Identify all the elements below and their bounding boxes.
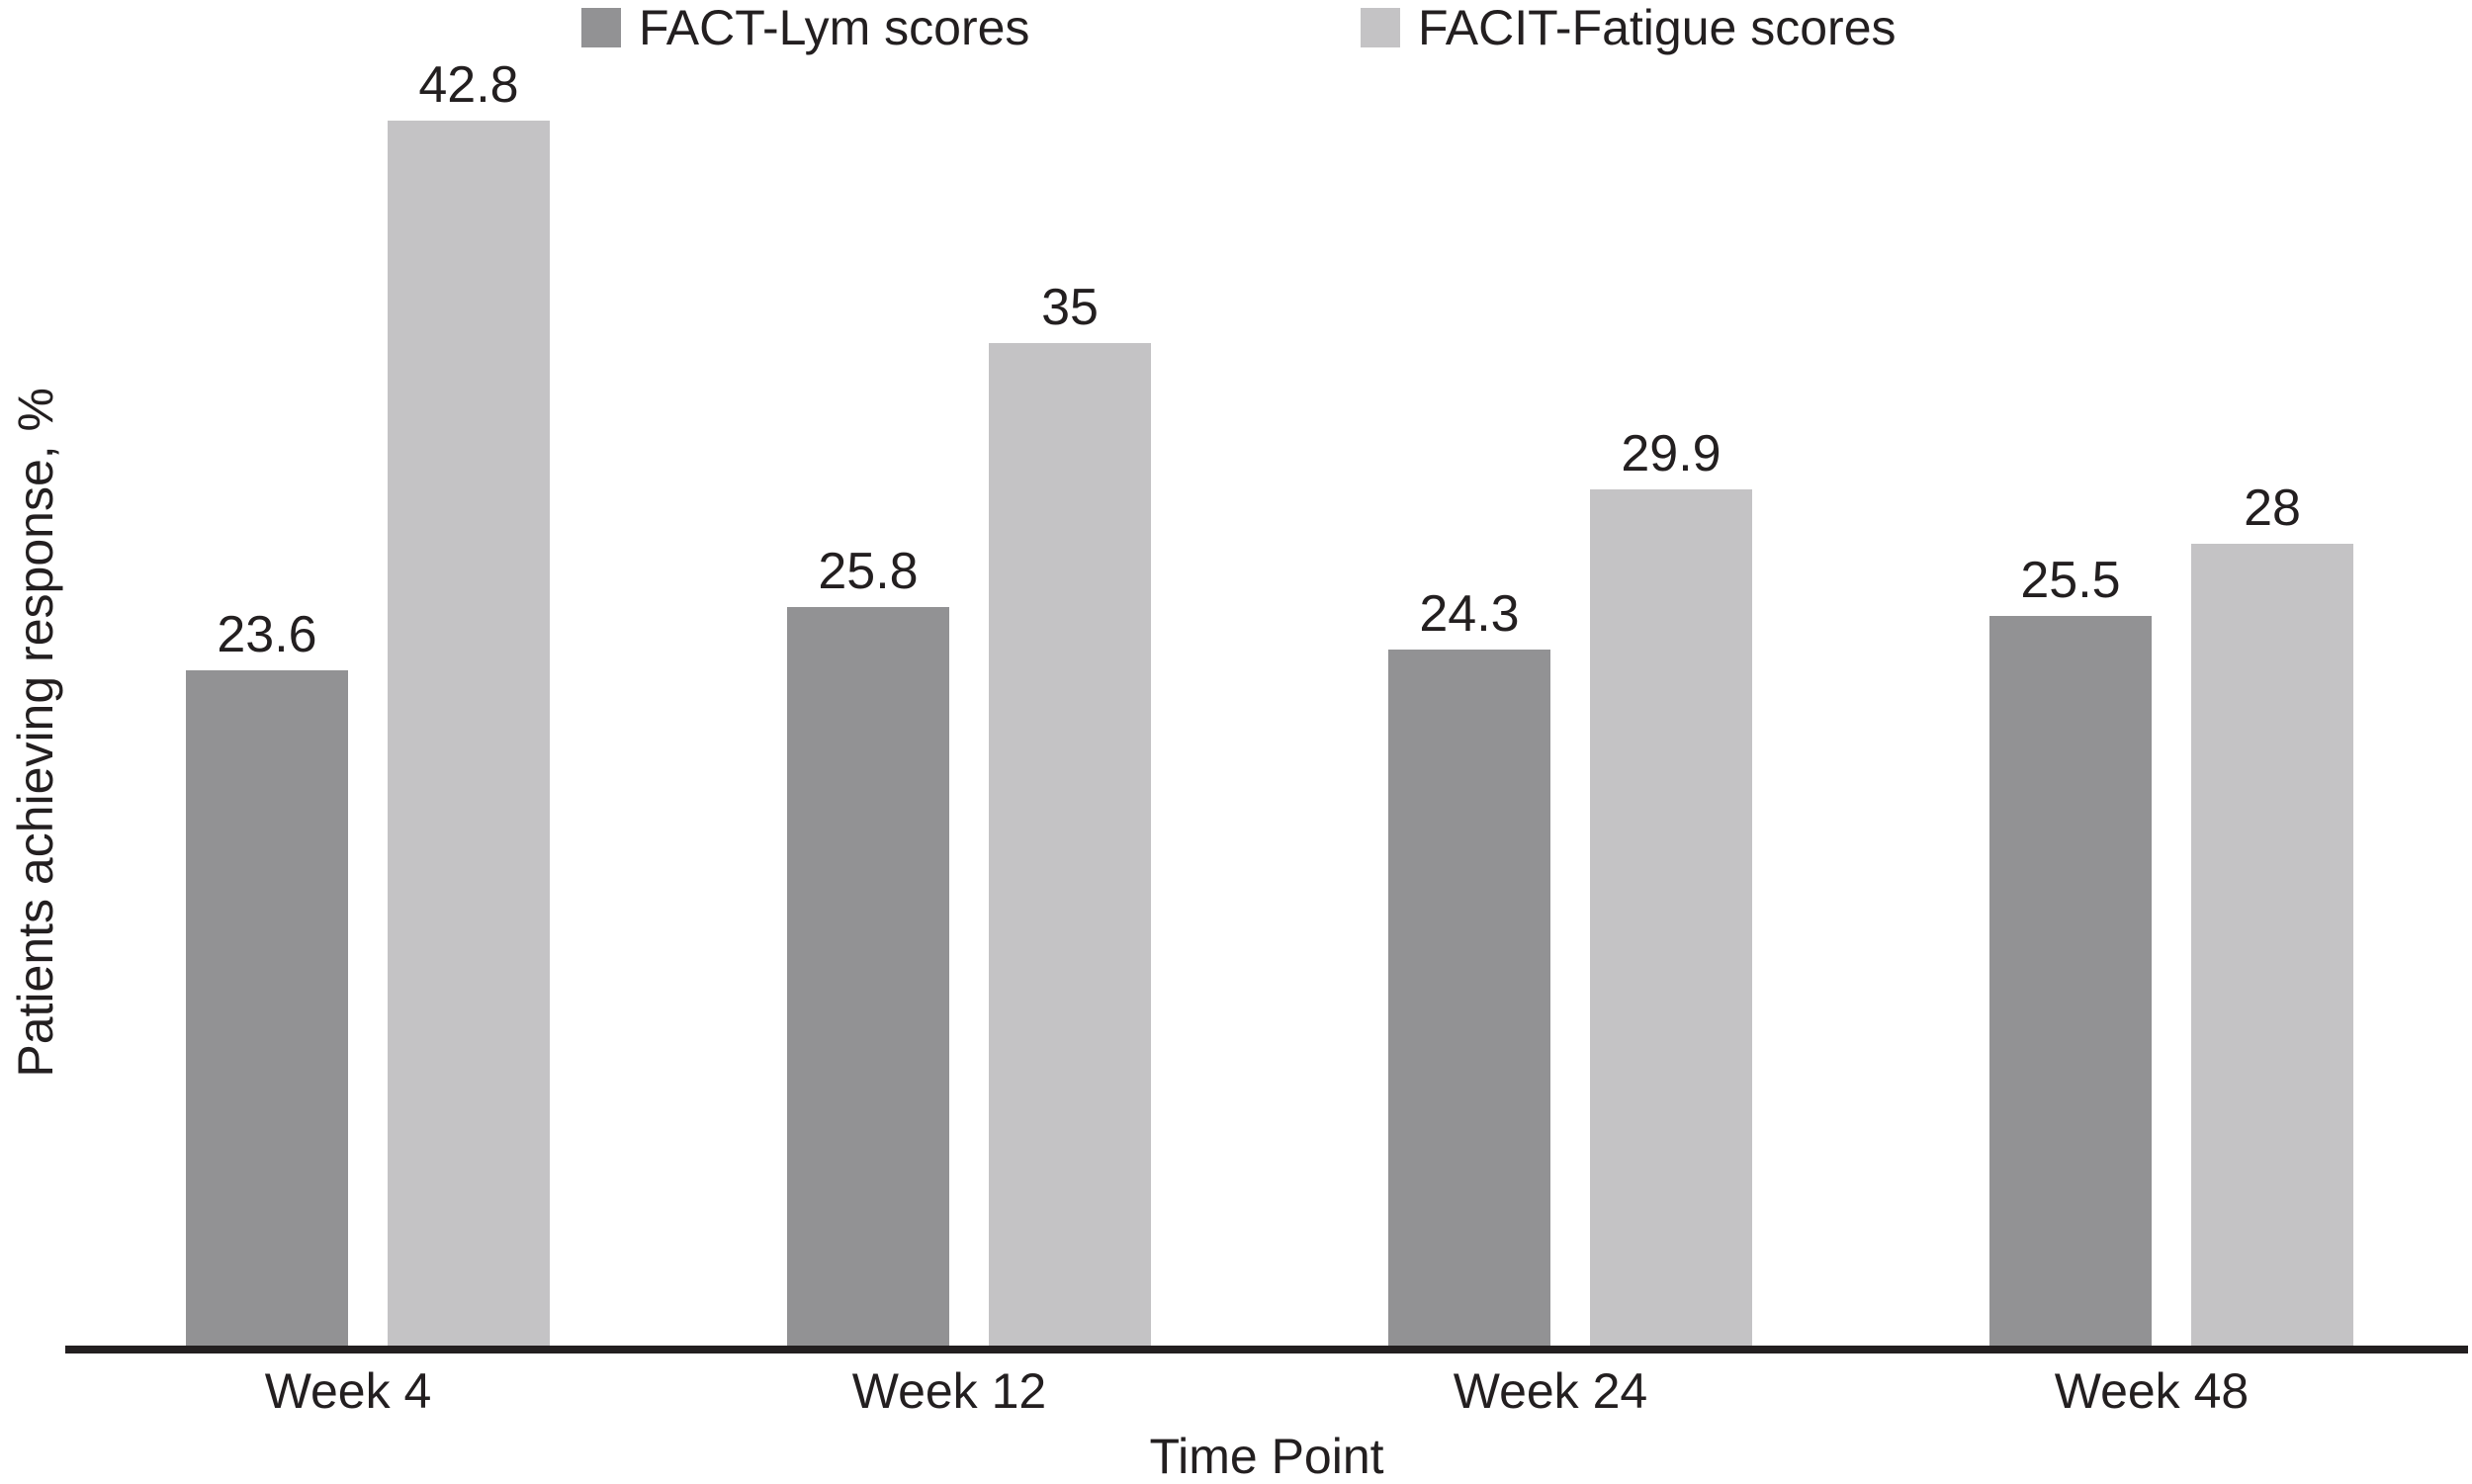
legend-swatch-facit-fatigue-icon [1361,8,1400,47]
value-label-facit-fatigue-scores-week-24: 29.9 [1621,425,1722,482]
value-label-facit-fatigue-scores-week-12: 35 [1041,279,1099,336]
x-axis-title: Time Point [1149,1429,1384,1484]
bar-fact-lym-scores-week-24 [1388,650,1550,1346]
legend-item-fact-lym: FACT-Lym scores [581,2,1029,53]
legend-item-facit-fatigue: FACIT-Fatigue scores [1361,2,1897,53]
bar-fact-lym-scores-week-48 [1989,616,2152,1346]
bar-facit-fatigue-scores-week-4 [388,121,550,1346]
x-tick-week-24: Week 24 [1453,1363,1648,1419]
value-label-fact-lym-scores-week-4: 23.6 [217,606,317,663]
x-tick-week-48: Week 48 [2054,1363,2250,1419]
bar-fact-lym-scores-week-12 [787,607,949,1346]
x-axis-line [65,1346,2468,1353]
x-tick-week-12: Week 12 [851,1363,1047,1419]
bar-fact-lym-scores-week-4 [186,670,348,1346]
value-label-fact-lym-scores-week-12: 25.8 [818,543,919,600]
bar-facit-fatigue-scores-week-12 [989,343,1151,1346]
value-label-fact-lym-scores-week-24: 24.3 [1419,585,1520,643]
legend-label-facit-fatigue: FACIT-Fatigue scores [1418,0,1897,55]
legend-label-fact-lym: FACT-Lym scores [639,0,1030,55]
bar-facit-fatigue-scores-week-24 [1590,489,1752,1346]
bar-facit-fatigue-scores-week-48 [2191,544,2353,1346]
value-label-facit-fatigue-scores-week-4: 42.8 [418,56,519,114]
value-label-fact-lym-scores-week-48: 25.5 [2020,552,2121,609]
x-tick-week-4: Week 4 [264,1363,432,1419]
value-label-facit-fatigue-scores-week-48: 28 [2244,480,2301,537]
legend-swatch-fact-lym-icon [581,8,621,47]
